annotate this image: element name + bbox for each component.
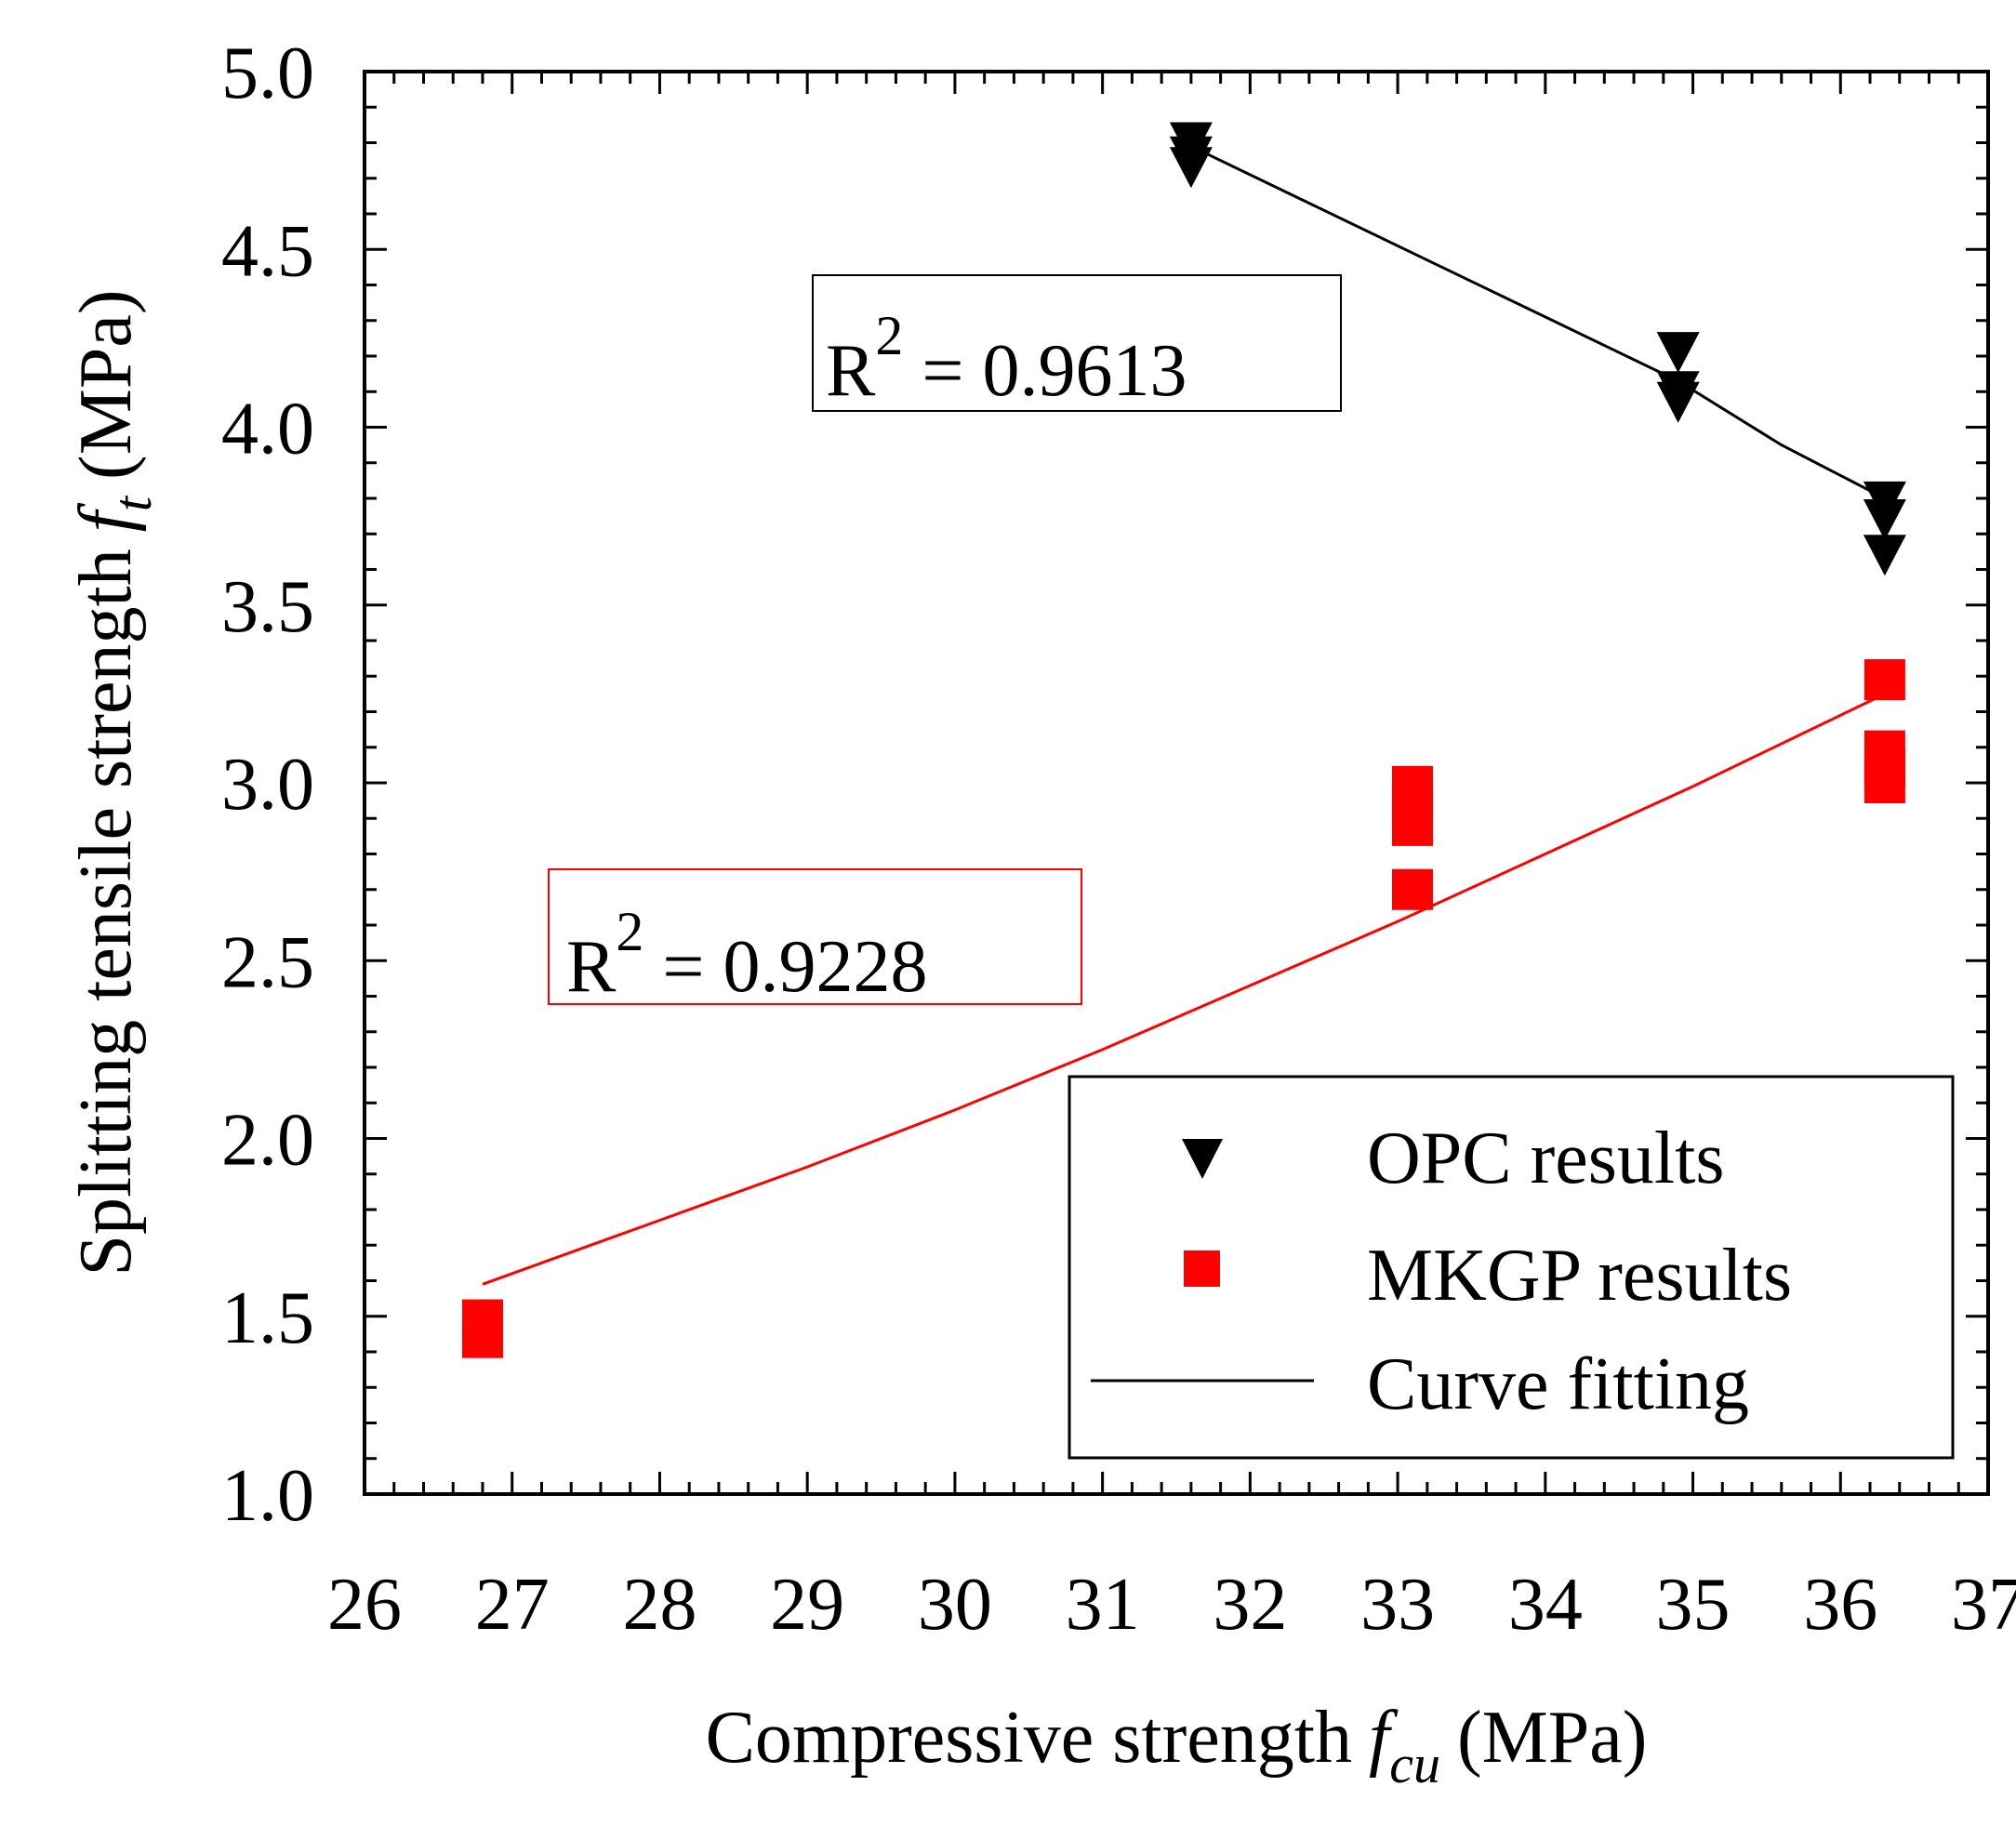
x-tick-label: 28 <box>622 1564 696 1646</box>
fit-line-mkgp <box>482 693 1886 1286</box>
y-tick-label: 4.5 <box>221 210 314 292</box>
axis-ticks <box>363 70 1990 1496</box>
mkgp-point <box>1391 868 1433 910</box>
x-tick-label: 33 <box>1360 1564 1435 1646</box>
legend-item-fit: Curve fitting <box>1091 1343 1749 1425</box>
data-points <box>461 122 1906 1358</box>
y-tick-label: 3.0 <box>221 744 314 826</box>
r2-annotation-opc: R2 = 0.9613 <box>812 274 1342 412</box>
opc-point <box>1863 498 1906 540</box>
x-tick-label: 31 <box>1066 1564 1140 1646</box>
mkgp-point <box>1863 762 1905 803</box>
x-tick-label: 27 <box>475 1564 550 1646</box>
x-tick-label: 36 <box>1803 1564 1877 1646</box>
y-tick-label: 4.0 <box>221 389 314 470</box>
y-tick-label: 1.0 <box>221 1455 314 1537</box>
fit-line-opc <box>1190 144 1886 500</box>
r2-box-mkgp <box>548 868 1082 1005</box>
y-tick-label: 3.5 <box>221 566 314 648</box>
y-tick-labels: 1.0 1.5 2.0 2.5 3.0 3.5 4.0 4.5 5.0 <box>221 33 314 1537</box>
y-tick-label: 5.0 <box>221 33 314 114</box>
mkgp-point <box>461 1317 503 1358</box>
legend: OPC results MKGP results Curve fitting <box>1068 1075 1955 1460</box>
mkgp-point <box>1391 804 1433 846</box>
x-tick-label: 37 <box>1951 1564 2016 1646</box>
y-tick-label: 2.0 <box>221 1100 314 1182</box>
legend-item-opc: OPC results <box>1182 1118 1725 1199</box>
x-tick-labels: 26 27 28 29 30 31 32 33 34 35 36 37 <box>327 1564 2016 1646</box>
r2-text-mkgp: R2 = 0.9228 <box>566 901 927 1008</box>
opc-point <box>1169 147 1213 189</box>
x-tick-label: 35 <box>1656 1564 1731 1646</box>
x-tick-label: 30 <box>918 1564 992 1646</box>
x-tick-label: 34 <box>1508 1564 1583 1646</box>
y-axis-label: Splitting tensile strengthft(MPa) <box>65 290 163 1277</box>
r2-box-opc <box>812 274 1342 412</box>
fit-curves <box>482 144 1886 1286</box>
x-tick-label: 29 <box>770 1564 844 1646</box>
y-tick-label: 2.5 <box>221 921 314 1003</box>
y-tick-label: 1.5 <box>221 1277 314 1359</box>
opc-point <box>1863 535 1906 576</box>
triangle-down-icon <box>1182 1139 1223 1179</box>
mkgp-point <box>1863 659 1905 701</box>
r2-text-opc: R2 = 0.9613 <box>826 305 1187 412</box>
legend-label-mkgp: MKGP results <box>1367 1235 1792 1317</box>
legend-label-fit: Curve fitting <box>1367 1343 1749 1425</box>
x-tick-label: 32 <box>1213 1564 1287 1646</box>
legend-label-opc: OPC results <box>1367 1118 1725 1199</box>
opc-point <box>1656 381 1700 423</box>
opc-point <box>1656 332 1700 374</box>
square-icon <box>1184 1250 1220 1287</box>
r2-annotation-mkgp: R2 = 0.9228 <box>548 868 1082 1008</box>
x-axis-label: Compressive strength fcu (MPa) <box>706 1697 1648 1794</box>
legend-item-mkgp: MKGP results <box>1184 1235 1792 1317</box>
x-tick-label: 26 <box>327 1564 402 1646</box>
